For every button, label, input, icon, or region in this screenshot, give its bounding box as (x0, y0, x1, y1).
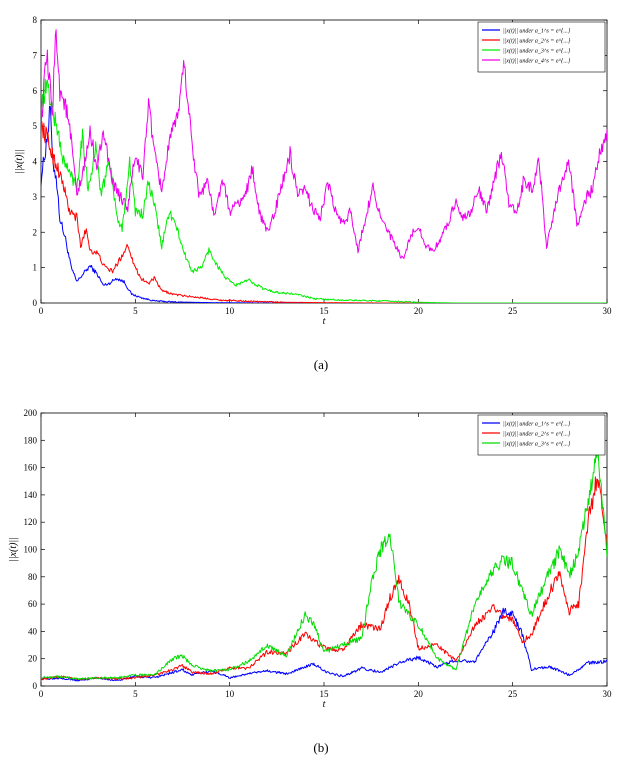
y-tick-label: 0 (33, 298, 38, 308)
y-axis-label: ||x(t)|| (8, 537, 19, 562)
series-line (41, 476, 607, 681)
series-line (41, 607, 607, 682)
x-tick-label: 5 (133, 689, 138, 699)
x-tick-label: 5 (133, 306, 138, 316)
x-axis-label: t (323, 699, 326, 710)
y-tick-label: 5 (33, 121, 38, 131)
legend-entry: ||x(t)|| under a_4^s = e^{...} (503, 58, 571, 65)
x-tick-label: 10 (225, 306, 235, 316)
y-tick-label: 8 (33, 15, 38, 25)
y-tick-label: 120 (24, 517, 38, 527)
x-axis-label: t (323, 316, 326, 327)
y-tick-label: 6 (33, 86, 38, 96)
y-tick-label: 40 (28, 626, 38, 636)
x-tick-label: 10 (225, 689, 235, 699)
chart-a: 0 5 10 15 20 25 30 0 1 2 3 4 5 6 7 8 t ||x(t)|| ||x(t)|| u… (14, 15, 612, 327)
y-tick-label: 7 (33, 50, 38, 60)
y-axis-label: ||x(t)|| (14, 149, 25, 174)
x-tick-label: 25 (508, 306, 518, 316)
legend-entry: ||x(t)|| under a_1^s = e^{...} (503, 28, 571, 35)
y-tick-label: 3 (33, 192, 38, 202)
x-tick-label: 30 (603, 306, 613, 316)
y-tick-label: 4 (33, 157, 38, 167)
caption-b: (b) (313, 740, 329, 755)
series-line (41, 29, 607, 259)
y-tick-label: 140 (24, 490, 38, 500)
y-tick-label: 160 (24, 463, 38, 473)
caption-a: (a) (313, 357, 329, 372)
y-tick-label: 1 (33, 263, 38, 273)
chart-b: 0 5 10 15 20 25 30 0 20 40 60 80 100 120 140 160 180 200 t… (8, 408, 612, 710)
y-tick-label: 0 (33, 681, 38, 691)
y-tick-label: 100 (24, 545, 38, 555)
y-tick-label: 60 (28, 599, 38, 609)
x-tick-label: 0 (39, 306, 44, 316)
series-line (41, 446, 607, 681)
legend-entry: ||x(t)|| under a_3^s = e^{...} (503, 48, 571, 55)
legend-entry: ||x(t)|| under a_1^s = e^{...} (503, 421, 571, 428)
y-tick-label: 2 (33, 227, 38, 237)
legend-entry: ||x(t)|| under a_2^s = e^{...} (503, 431, 571, 438)
legend-entry: ||x(t)|| under a_3^s = e^{...} (503, 441, 571, 448)
x-tick-label: 15 (320, 306, 330, 316)
x-tick-label: 30 (603, 689, 613, 699)
legend-entry: ||x(t)|| under a_2^s = e^{...} (503, 38, 571, 45)
series-line (41, 120, 607, 303)
legend-box (477, 414, 606, 456)
x-tick-label: 20 (414, 689, 424, 699)
y-tick-label: 200 (24, 408, 38, 418)
y-tick-label: 80 (28, 572, 38, 582)
series-line (41, 78, 607, 303)
x-tick-label: 20 (414, 306, 424, 316)
x-tick-label: 15 (320, 689, 330, 699)
series-line (41, 105, 607, 303)
x-tick-label: 25 (508, 689, 518, 699)
y-tick-label: 20 (28, 654, 38, 664)
x-tick-label: 0 (39, 689, 44, 699)
y-tick-label: 180 (24, 435, 38, 445)
legend-box (477, 21, 606, 73)
